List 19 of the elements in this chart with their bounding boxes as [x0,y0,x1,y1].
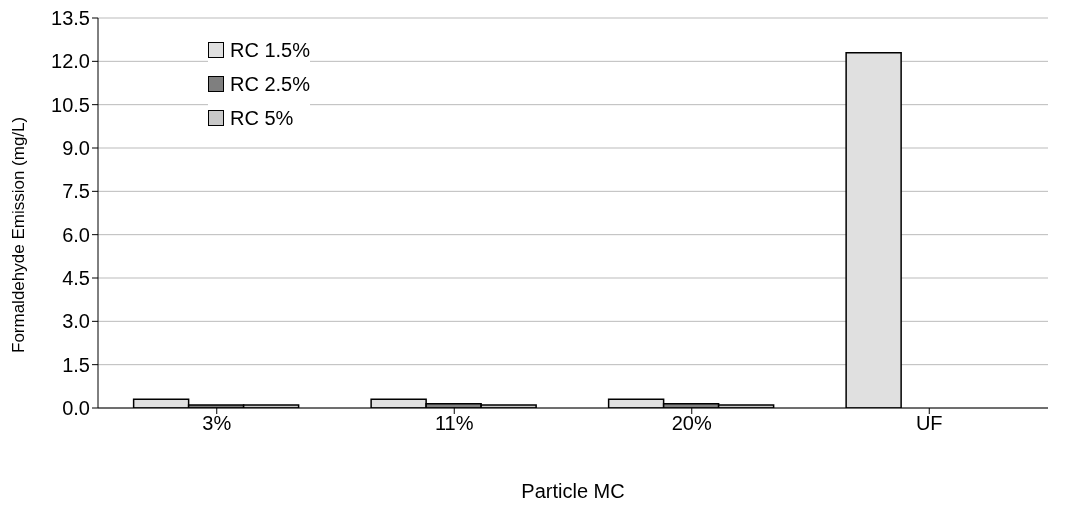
y-tick-label: 3.0 [62,310,90,333]
y-tick-label: 6.0 [62,223,90,246]
y-tick-label: 9.0 [62,137,90,160]
y-tick-label: 1.5 [62,353,90,376]
y-tick-label: 7.5 [62,180,90,203]
x-tick-label: UF [915,412,943,435]
x-tick-label: 3% [202,412,232,435]
y-tick-label: 13.5 [51,7,90,30]
legend-label: RC 2.5% [230,72,311,97]
x-tick-label: 11% [434,412,474,435]
y-tick-label: 0.0 [62,397,90,420]
x-tick-label: 20% [671,412,712,435]
x-axis-title: Particle MC [521,480,625,502]
legend-label: RC 5% [230,106,294,131]
y-tick-label: 4.5 [62,267,90,290]
legend-label: RC 1.5% [230,38,311,63]
y-axis-title: Formaldehyde Emission (mg/L) [9,116,29,353]
y-tick-label: 12.0 [51,50,90,73]
y-tick-label: 10.5 [51,93,90,116]
